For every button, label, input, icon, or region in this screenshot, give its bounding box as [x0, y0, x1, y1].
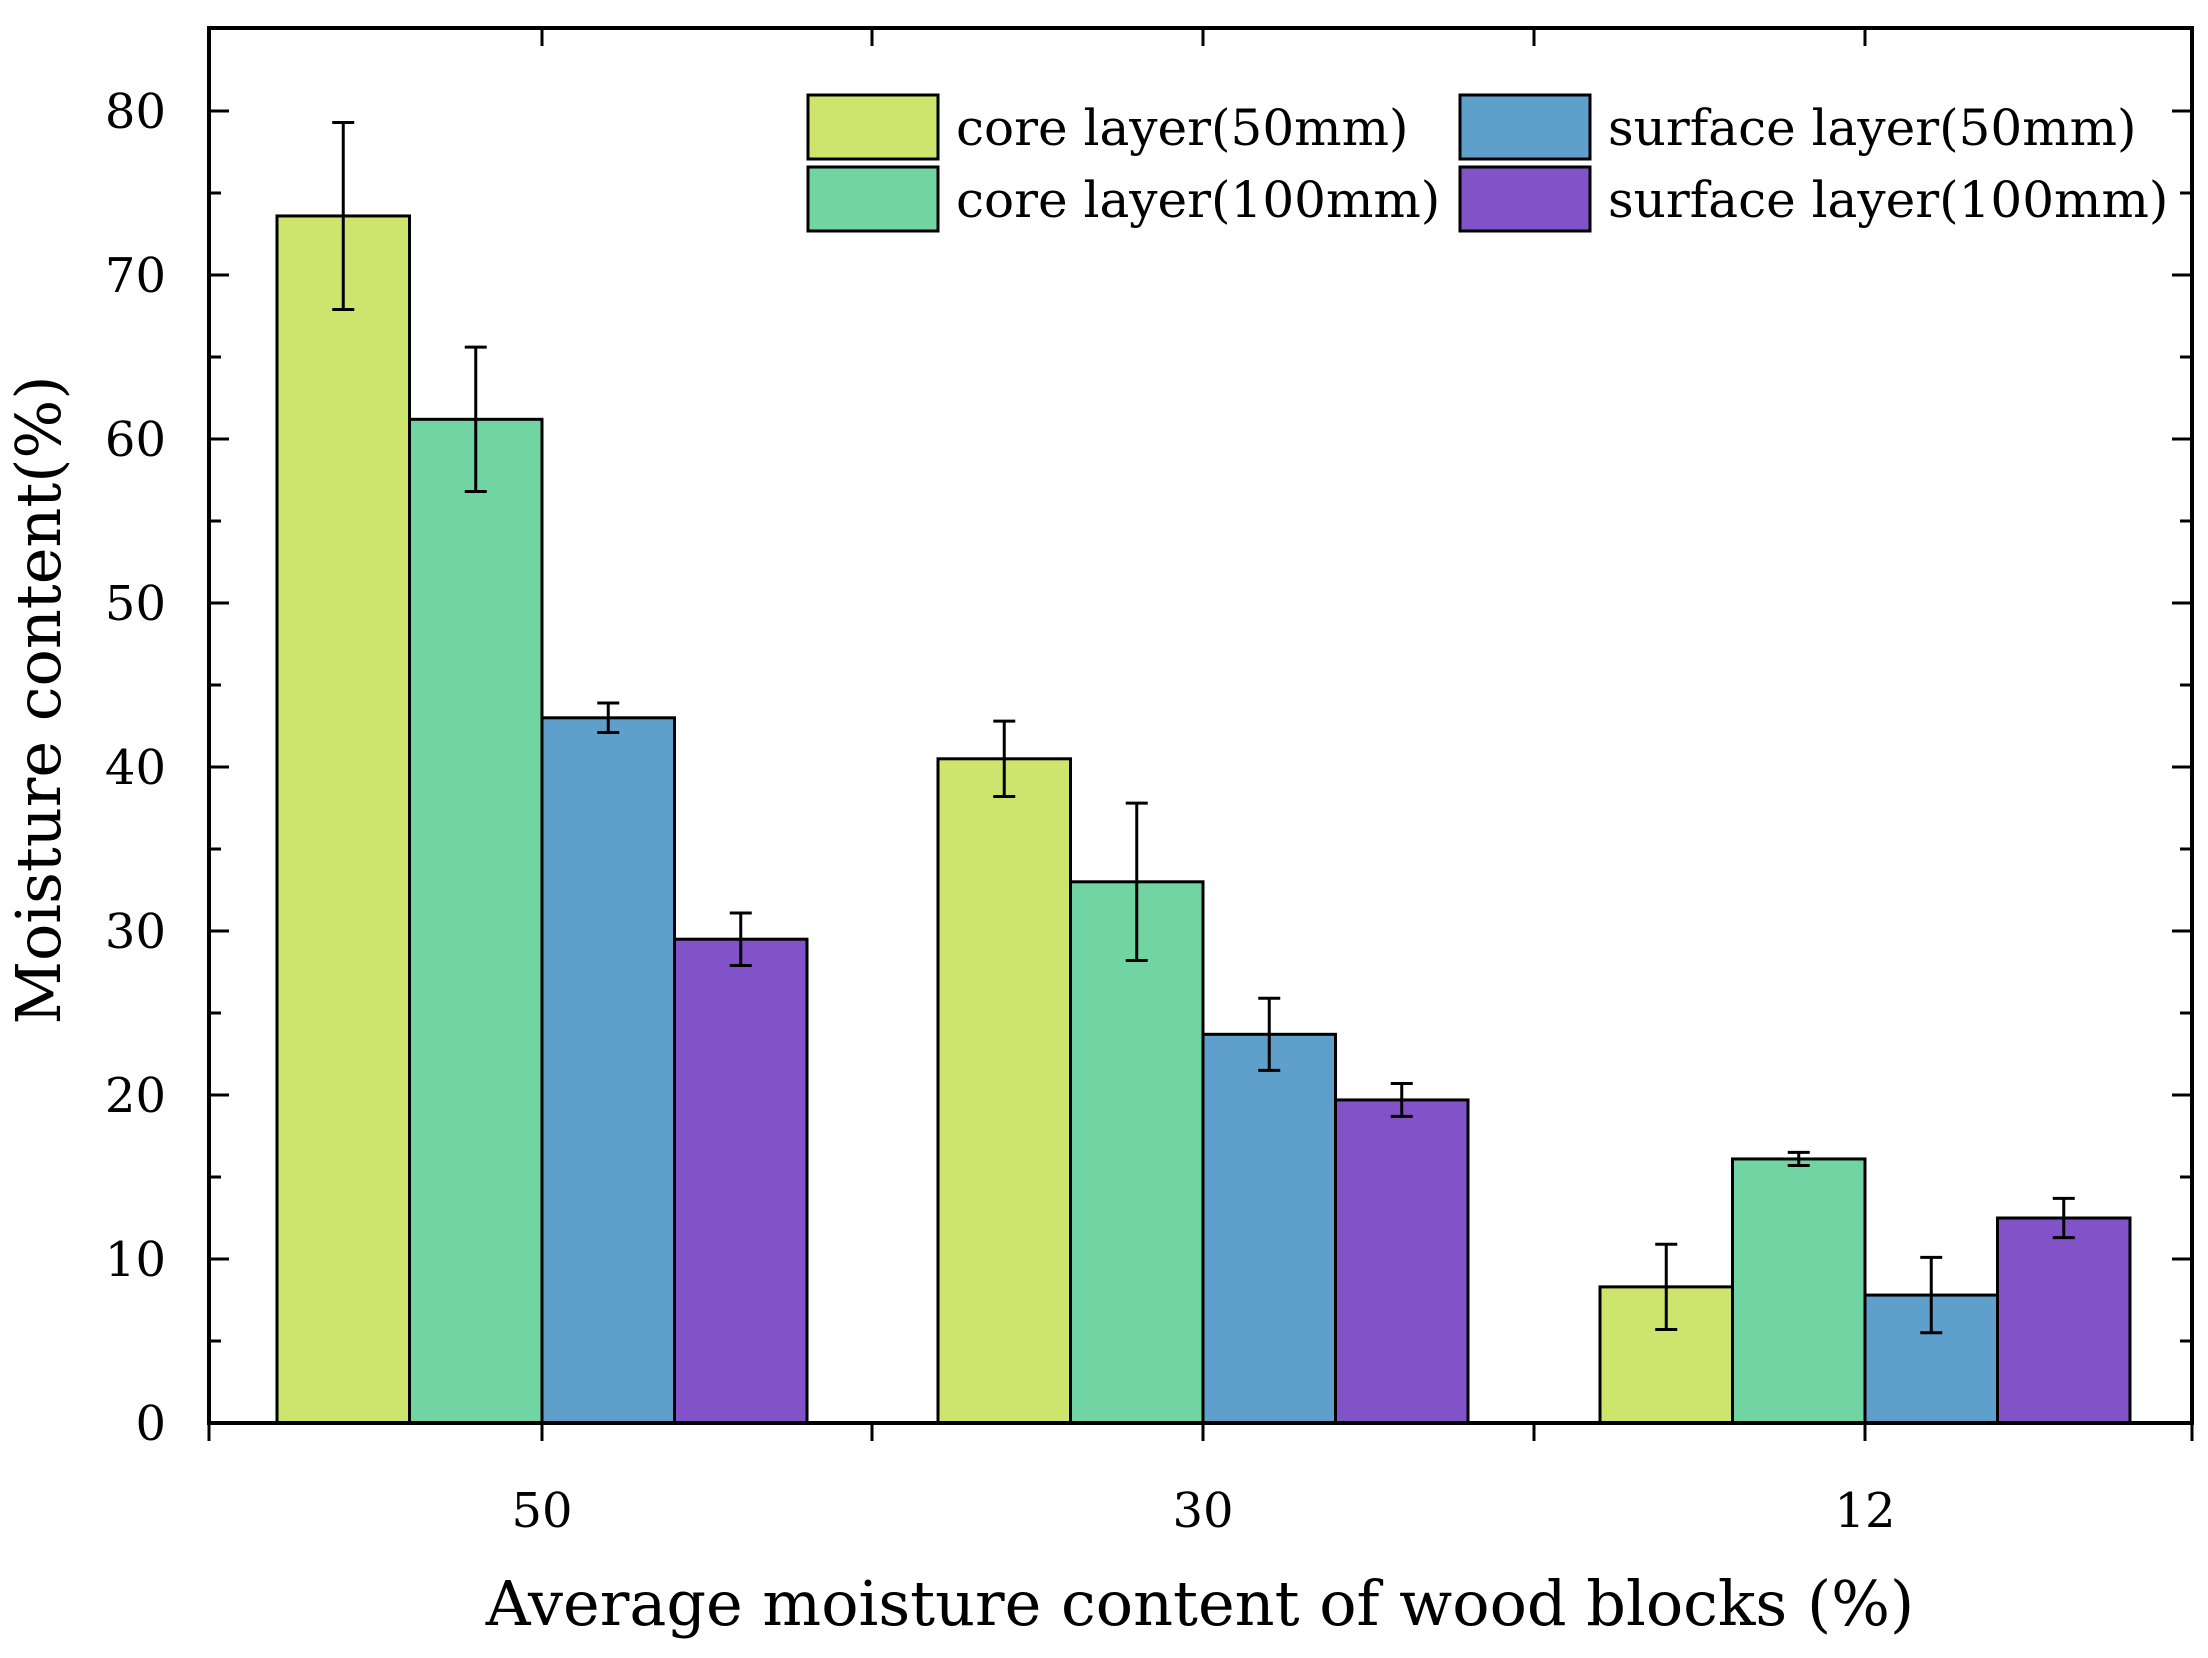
error-bar-3-0: [729, 911, 752, 967]
legend-swatch: [1458, 165, 1592, 233]
error-bar-3-2: [2052, 1196, 2075, 1240]
bar-2-1: [1201, 1032, 1337, 1425]
legend-label: core layer(50mm): [956, 99, 1409, 157]
error-bar-2-2: [1920, 1255, 1943, 1335]
bar-1-0: [408, 417, 544, 1425]
y-tick-label: 20: [105, 1068, 166, 1124]
error-bar-0-1: [993, 719, 1016, 799]
error-bar-1-0: [464, 345, 487, 493]
legend-swatch: [1458, 93, 1592, 161]
y-tick-label: 70: [105, 248, 166, 304]
y-tick-label: 0: [135, 1396, 166, 1452]
tick-labels: 0 10 20 30 40 50 60 70 80 50 30 12: [105, 84, 1896, 1539]
bar-0-1: [936, 757, 1072, 1425]
bar-3-1: [1334, 1098, 1470, 1425]
x-tick-label: 12: [1834, 1483, 1895, 1539]
legend-label: core layer(100mm): [956, 171, 1440, 229]
axis-ticks: [207, 28, 2194, 1441]
x-tick-label: 30: [1172, 1483, 1233, 1539]
bar-3-0: [673, 937, 809, 1425]
y-tick-label: 80: [105, 84, 166, 140]
bar-3-2: [1996, 1216, 2132, 1425]
y-tick-label: 60: [105, 412, 166, 468]
error-bar-2-0: [597, 701, 620, 735]
error-bar-0-2: [1655, 1242, 1678, 1332]
legend: core layer(50mm) surface layer(50mm) core …: [806, 93, 2168, 233]
bar-0-0: [275, 214, 411, 1425]
error-bars-layer: [332, 120, 2075, 1335]
error-bar-1-1: [1125, 801, 1148, 963]
error-bar-2-1: [1258, 996, 1281, 1072]
legend-label: surface layer(50mm): [1608, 99, 2137, 157]
bar-1-2: [1731, 1157, 1867, 1425]
legend-item-0: core layer(50mm): [806, 93, 1409, 161]
y-tick-label: 40: [105, 740, 166, 796]
y-tick-label: 50: [105, 576, 166, 632]
legend-item-2: surface layer(50mm): [1458, 93, 2137, 161]
legend-swatch: [806, 165, 940, 233]
bar-2-0: [540, 716, 676, 1425]
legend-item-1: core layer(100mm): [806, 165, 1440, 233]
error-bar-0-0: [332, 120, 355, 311]
legend-label: surface layer(100mm): [1608, 171, 2168, 229]
error-bar-1-2: [1787, 1150, 1810, 1168]
y-tick-label: 30: [105, 904, 166, 960]
x-axis-title: Average moisture content of wood blocks …: [485, 1567, 1915, 1640]
bar-1-1: [1069, 880, 1205, 1425]
legend-swatch: [806, 93, 940, 161]
x-tick-label: 50: [511, 1483, 572, 1539]
y-tick-label: 10: [105, 1232, 166, 1288]
y-axis-title: Moisture content(%): [2, 375, 75, 1024]
error-bar-3-1: [1390, 1082, 1413, 1118]
legend-item-3: surface layer(100mm): [1458, 165, 2168, 233]
bars-layer: [275, 214, 2132, 1425]
plot-frame: [207, 26, 2194, 1425]
